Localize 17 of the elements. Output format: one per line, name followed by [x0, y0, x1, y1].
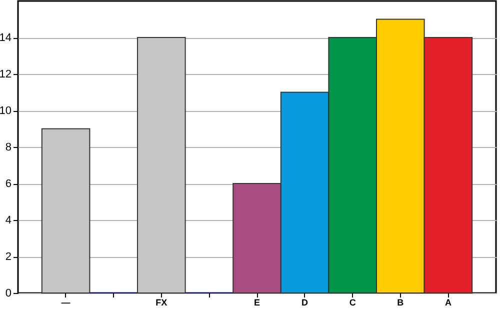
x-tick-label: A: [444, 298, 452, 308]
y-tick-label: 12: [0, 68, 12, 80]
bar: [41, 128, 90, 294]
x-tick-label: —: [61, 298, 70, 308]
y-tick-label: 14: [0, 32, 12, 44]
x-tick-label: FX: [156, 298, 168, 308]
y-tick-label: 10: [0, 105, 12, 117]
x-tick-label: C: [349, 298, 356, 308]
y-tick-label: 6: [5, 178, 12, 190]
x-tick-label: B: [397, 298, 404, 308]
x-tick-label: D: [302, 298, 309, 308]
y-tick-label: 0: [5, 288, 12, 300]
bar: [137, 37, 186, 294]
y-tick-label: 2: [5, 251, 12, 263]
x-tick-label: E: [254, 298, 260, 308]
y-tick-label: 4: [5, 214, 12, 226]
y-tick-label: 8: [5, 142, 12, 154]
